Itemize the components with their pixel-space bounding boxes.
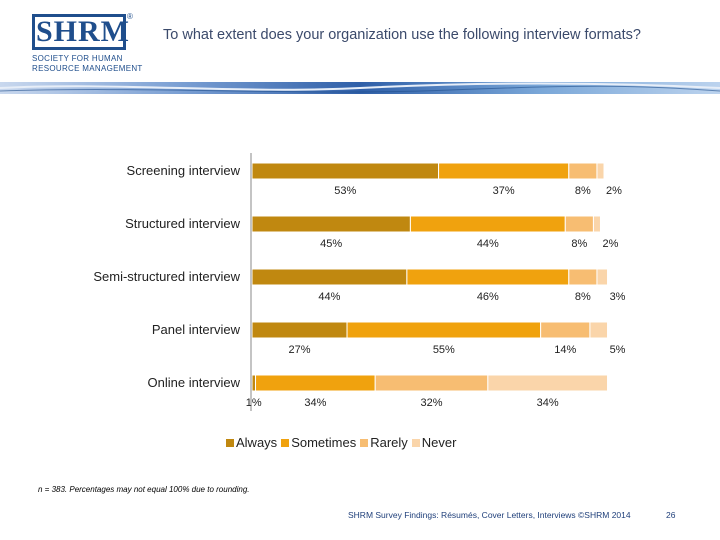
page-number: 26 [666,510,676,520]
category-label: Screening interview [127,163,241,178]
data-label-always-1: 53% [334,185,356,197]
registered-mark: ® [127,12,133,21]
legend-label: Never [421,435,457,450]
legend-swatch [281,438,290,447]
bar-never-2 [592,215,601,233]
shrm-logo: SHRM ® SOCIETY FOR HUMAN RESOURCE MANAGE… [30,12,142,73]
data-label-sometimes-1: 37% [493,185,515,197]
legend-item-sometimes: Sometimes [281,435,356,450]
bar-never-5 [487,374,609,392]
data-label-rarely-5: 32% [421,397,443,409]
legend-item-rarely: Rarely [360,435,408,450]
bar-always-4 [251,321,348,339]
logo-subtitle-line1: SOCIETY FOR HUMAN [32,54,123,63]
data-label-always-5: 1% [246,397,262,409]
slide-title: To what extent does your organization us… [163,27,641,43]
chart-legend: Always Sometimes Rarely Never [226,435,460,450]
bar-sometimes-2 [409,215,566,233]
data-label-sometimes-5: 34% [304,397,326,409]
legend-item-always: Always [226,435,277,450]
category-label: Structured interview [125,216,240,231]
data-label-always-2: 45% [320,238,342,250]
bar-sometimes-5 [255,374,376,392]
data-label-rarely-1: 8% [575,185,591,197]
bar-rarely-1 [568,162,598,180]
legend-label: Rarely [370,435,408,450]
data-label-never-3: 3% [610,291,626,303]
header-color-band [0,82,720,94]
legend-label: Always [236,435,278,450]
bar-rarely-2 [564,215,594,233]
data-label-rarely-4: 14% [554,344,576,356]
bar-always-3 [251,268,408,286]
bar-always-5 [251,374,257,392]
bar-never-3 [596,268,609,286]
bar-rarely-3 [568,268,598,286]
footnote: n = 383. Percentages may not equal 100% … [38,485,250,494]
legend-swatch [411,438,420,447]
data-label-never-2: 2% [603,238,619,250]
bar-always-1 [251,162,440,180]
bar-rarely-4 [540,321,591,339]
category-label: Online interview [148,375,241,390]
legend-swatch [226,438,234,447]
data-label-always-4: 27% [289,344,311,356]
data-label-sometimes-4: 55% [433,344,455,356]
data-label-always-3: 44% [318,291,340,303]
bar-sometimes-3 [406,268,570,286]
data-label-rarely-3: 8% [575,291,591,303]
bar-never-1 [596,162,605,180]
footer-source: SHRM Survey Findings: Résumés, Cover Let… [348,510,631,520]
category-label: Semi-structured interview [93,269,240,284]
legend-label: Sometimes [291,435,357,450]
bar-always-2 [251,215,411,233]
data-label-sometimes-3: 46% [477,291,499,303]
legend-swatch [360,438,369,447]
bar-never-4 [589,321,609,339]
bar-rarely-5 [374,374,489,392]
data-label-never-5: 34% [537,397,559,409]
bar-sometimes-1 [438,162,570,180]
logo-text: SHRM [36,15,130,48]
logo-mark [32,14,126,50]
category-label: Panel interview [152,322,241,337]
bar-sometimes-4 [346,321,542,339]
data-label-sometimes-2: 44% [477,238,499,250]
logo-subtitle-line2: RESOURCE MANAGEMENT [32,64,143,73]
data-label-never-1: 2% [606,185,622,197]
data-label-never-4: 5% [610,344,626,356]
data-label-rarely-2: 8% [571,238,587,250]
legend-item-never: Never [411,435,457,450]
